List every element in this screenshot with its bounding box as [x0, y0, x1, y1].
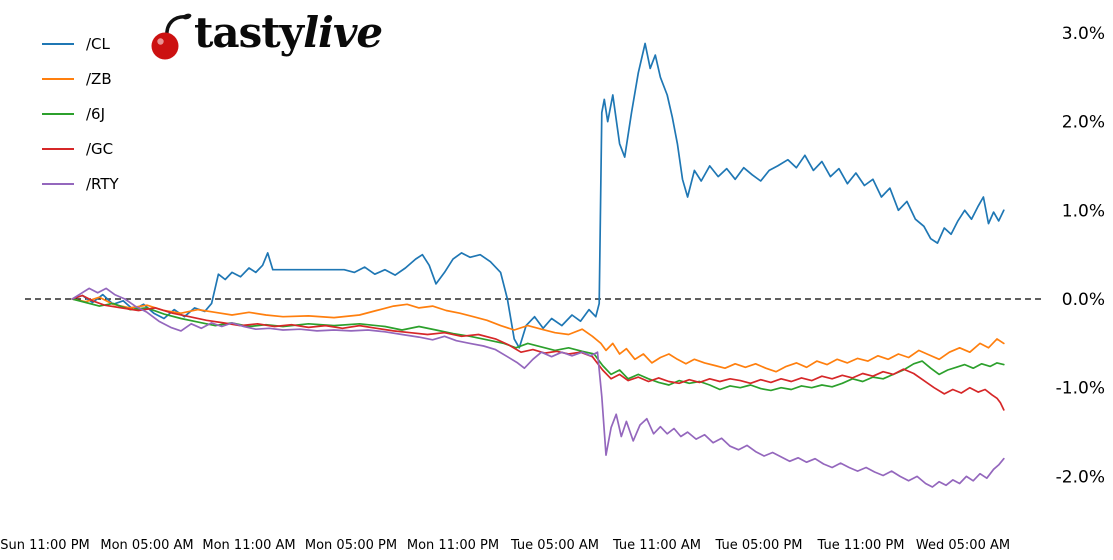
y-tick-label: -2.0%: [1056, 467, 1105, 487]
legend-label-zb: /ZB: [86, 69, 112, 88]
rty-line-swatch: [42, 182, 74, 185]
y-tick-label: 0.0%: [1062, 290, 1105, 310]
gc-line-swatch: [42, 147, 74, 150]
series-line-zb: [71, 296, 1005, 373]
x-tick-label: Mon 11:00 PM: [407, 538, 499, 553]
legend-item-6j: /6J: [42, 104, 119, 123]
legend-label-gc: /GC: [86, 139, 114, 158]
series-line-rty: [71, 287, 1005, 488]
series-line-gc: [71, 294, 1005, 411]
x-tick-label: Mon 05:00 PM: [305, 538, 397, 553]
x-tick-label: Tue 05:00 PM: [715, 538, 803, 553]
legend-item-zb: /ZB: [42, 69, 119, 88]
legend-label-cl: /CL: [86, 34, 110, 53]
x-tick-label: Tue 11:00 AM: [612, 538, 701, 553]
series-line-6j: [71, 298, 1005, 392]
logo-wordmark: tastylive: [194, 4, 383, 62]
x-tick-label: Tue 11:00 PM: [817, 538, 905, 553]
series-line-cl: [71, 42, 1005, 349]
tastylive-logo: tastylive: [148, 4, 383, 62]
zb-line-swatch: [42, 77, 74, 80]
6j-line-swatch: [42, 112, 74, 115]
logo-tasty: tasty: [194, 8, 304, 57]
y-tick-label: 2.0%: [1062, 113, 1105, 133]
y-tick-label: 1.0%: [1062, 201, 1105, 221]
legend-item-cl: /CL: [42, 34, 119, 53]
legend-item-rty: /RTY: [42, 174, 119, 193]
y-tick-label: 3.0%: [1062, 24, 1105, 44]
logo-live: live: [303, 8, 383, 57]
x-tick-label: Tue 05:00 AM: [510, 538, 599, 553]
x-tick-label: Sun 11:00 PM: [0, 538, 90, 553]
legend-label-rty: /RTY: [86, 174, 119, 193]
cherry-icon: [151, 13, 192, 60]
x-tick-label: Mon 05:00 AM: [100, 538, 193, 553]
y-tick-label: -1.0%: [1056, 379, 1105, 399]
x-tick-label: Wed 05:00 AM: [916, 538, 1010, 553]
legend-label-6j: /6J: [86, 104, 106, 123]
legend: /CL /ZB /6J /GC /RTY: [42, 34, 119, 193]
legend-item-gc: /GC: [42, 139, 119, 158]
cl-line-swatch: [42, 42, 74, 45]
x-tick-label: Mon 11:00 AM: [202, 538, 295, 553]
